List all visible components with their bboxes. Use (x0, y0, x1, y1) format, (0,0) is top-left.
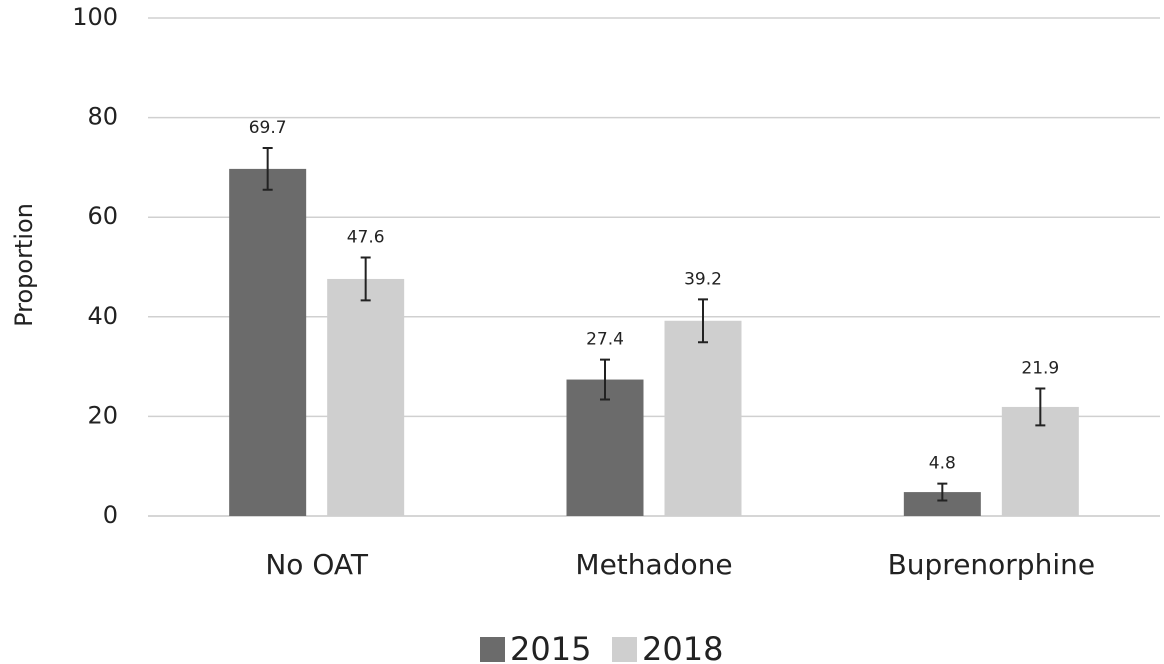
x-tick-label: No OAT (265, 548, 369, 581)
legend-label: 2015 (510, 630, 591, 664)
legend-label: 2018 (642, 630, 723, 664)
value-label: 69.7 (249, 118, 287, 138)
value-label: 39.2 (684, 269, 722, 289)
legend-swatch (480, 637, 505, 662)
bar (903, 492, 981, 516)
bar (566, 379, 644, 516)
y-axis-label: Proportion (10, 203, 38, 327)
y-tick-label: 0 (103, 501, 118, 529)
legend-swatch (612, 637, 637, 662)
y-tick-label: 40 (87, 302, 118, 330)
value-label: 4.8 (929, 454, 956, 474)
error-bar (600, 358, 610, 401)
y-tick-label: 20 (87, 401, 118, 429)
value-label: 27.4 (586, 330, 624, 350)
value-label: 47.6 (347, 228, 385, 248)
bar (229, 168, 307, 517)
y-tick-label: 100 (72, 3, 118, 31)
bar (664, 320, 742, 516)
error-bar (937, 482, 948, 502)
y-tick-label: 80 (87, 103, 118, 131)
error-bar (262, 146, 273, 191)
error-bar (1035, 387, 1046, 427)
error-bar (698, 298, 708, 344)
x-tick-label: Methadone (575, 548, 732, 581)
bar (327, 278, 405, 516)
value-label: 21.9 (1021, 359, 1059, 379)
y-tick-label: 60 (87, 202, 118, 230)
x-tick-label: Buprenorphine (888, 548, 1096, 581)
error-bar (360, 256, 371, 302)
